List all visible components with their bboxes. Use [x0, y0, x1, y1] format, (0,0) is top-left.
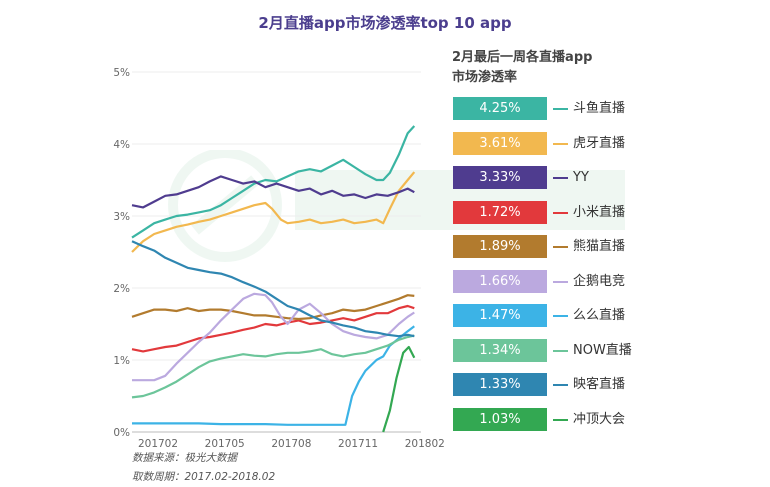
- series-line-3: [131, 175, 415, 209]
- x-tick-label: 201711: [338, 438, 378, 450]
- legend-title: 2月最后一周各直播app 市场渗透率: [452, 48, 652, 88]
- y-tick-label: 5%: [113, 67, 130, 79]
- line-chart: 0% 1% 2% 3% 4% 5% 201702 201705 201708 201711 201…: [113, 67, 445, 450]
- series-line-9: [131, 240, 415, 338]
- chart-title: 2月直播app市场渗透率top 10 app: [258, 14, 512, 32]
- series-line-4: [131, 304, 415, 353]
- legend-swatch: [553, 108, 568, 110]
- legend-value-badge: 1.03%: [453, 407, 547, 431]
- legend-label: YY: [573, 170, 589, 185]
- y-tick-label: 4%: [113, 139, 130, 151]
- legend-value-badge: 1.47%: [453, 304, 547, 327]
- legend-swatch: [553, 280, 568, 283]
- legend-value-badge: 1.34%: [453, 338, 547, 362]
- series-line-2: [131, 171, 416, 253]
- source-note: 数据来源：极光大数据: [132, 452, 237, 464]
- legend-label: 虎牙直播: [573, 135, 626, 151]
- legend-value-badge: 3.33%: [453, 166, 547, 189]
- series-line-7: [132, 325, 415, 426]
- legend-value-badge: 1.66%: [453, 269, 547, 293]
- legend-swatch: [553, 177, 568, 179]
- legend-value-badge: 1.89%: [453, 235, 547, 258]
- x-tick-label: 201708: [271, 438, 311, 450]
- legend-value-badge: 1.72%: [453, 200, 547, 224]
- legend-label: 冲顶大会: [573, 411, 626, 427]
- x-tick-label: 201802: [405, 438, 445, 450]
- legend-swatch: [553, 418, 568, 421]
- x-tick-label: 201705: [205, 438, 245, 450]
- y-tick-label: 2%: [113, 283, 130, 295]
- legend-title-line-2: 市场渗透率: [452, 70, 518, 85]
- legend-label: 企鹅电竞: [573, 273, 626, 289]
- series-line-10: [382, 345, 416, 433]
- legend-title-line-1: 2月最后一周各直播app: [452, 50, 593, 65]
- series-line-6: [132, 292, 415, 382]
- period-note: 取数周期：2017.02-2018.02: [132, 471, 276, 483]
- series-line-8: [131, 334, 415, 399]
- series-line-1: [131, 125, 416, 239]
- legend-label: 小米直播: [573, 204, 626, 220]
- legend-swatch: [553, 211, 568, 214]
- legend-swatch: [553, 142, 568, 145]
- legend-swatch: [553, 315, 568, 317]
- y-tick-label: 1%: [113, 355, 130, 367]
- legend-label: 熊猫直播: [573, 239, 626, 254]
- y-tick-label: 3%: [113, 211, 130, 223]
- legend-label: 斗鱼直播: [573, 101, 626, 116]
- legend-label: 么么直播: [573, 308, 626, 323]
- y-tick-label: 0%: [113, 427, 130, 439]
- legend-value-badge: 1.33%: [453, 373, 547, 396]
- legend-swatch: [553, 349, 568, 352]
- legend-label: 映客直播: [573, 377, 626, 392]
- legend-value-badge: 4.25%: [453, 97, 547, 120]
- legend-swatch: [553, 246, 568, 248]
- x-tick-label: 201702: [138, 438, 178, 450]
- legend-value-badge: 3.61%: [453, 131, 547, 155]
- legend-swatch: [553, 384, 568, 386]
- legend-label: NOW直播: [573, 342, 632, 358]
- series-line-5: [131, 294, 415, 321]
